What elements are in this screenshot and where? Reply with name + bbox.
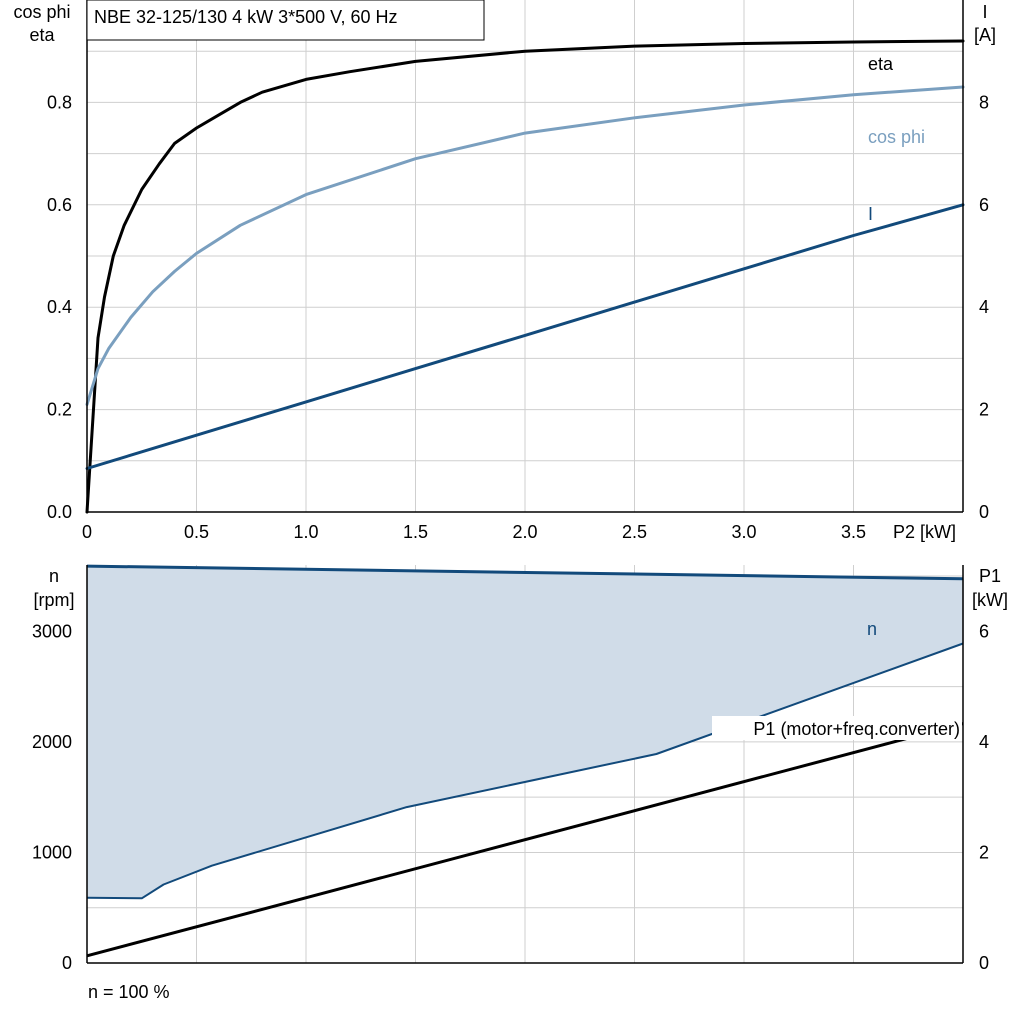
top-x-tick-label: 3.5 bbox=[841, 522, 866, 542]
top-series-layer bbox=[85, 39, 965, 514]
top-left-tick-label: 0.8 bbox=[47, 92, 72, 112]
chart-title-box bbox=[86, 0, 485, 41]
p1-label-background bbox=[712, 716, 962, 740]
bottom-left-axis-label-line2: [rpm] bbox=[33, 590, 74, 610]
top-x-tick-label: 0.5 bbox=[184, 522, 209, 542]
top-x-tick-label: 1.5 bbox=[403, 522, 428, 542]
bottom-left-tick-label: 0 bbox=[62, 953, 72, 973]
top-right-tick-label: 2 bbox=[979, 400, 989, 420]
eta-curve bbox=[85, 39, 965, 514]
top-right-tick-label: 8 bbox=[979, 92, 989, 112]
top-x-tick-label: 2.5 bbox=[622, 522, 647, 542]
bottom-left-tick-label: 1000 bbox=[32, 842, 72, 862]
current-curve bbox=[85, 203, 965, 470]
bottom-series-layer bbox=[86, 564, 964, 958]
top-x-tick-label: 3.0 bbox=[731, 522, 756, 542]
bottom-right-tick-label: 2 bbox=[979, 842, 989, 862]
bottom-left-tick-label: 3000 bbox=[32, 621, 72, 641]
bottom-right-tick-label: 0 bbox=[979, 953, 989, 973]
cos-phi-curve bbox=[85, 85, 965, 406]
top-left-tick-label: 0.6 bbox=[47, 195, 72, 215]
top-left-tick-label: 0.2 bbox=[47, 400, 72, 420]
p1-power-curve bbox=[86, 722, 964, 958]
top-right-tick-label: 0 bbox=[979, 502, 989, 522]
top-right-axis-label-line1: I bbox=[982, 2, 987, 22]
top-right-axis-label-line2: [A] bbox=[974, 25, 996, 45]
top-tick-labels: 0 0.5 1.0 1.5 2.0 2.5 3.0 3.5 0.0 0.2 0.4 0.6 0.8 0 2 4… bbox=[47, 92, 989, 542]
speed-annotation: n = 100 % bbox=[88, 982, 170, 1002]
top-x-tick-label: 1.0 bbox=[293, 522, 318, 542]
max-speed-curve bbox=[86, 564, 964, 581]
bottom-left-axis-label-line1: n bbox=[49, 566, 59, 586]
cos-phi-series-label: cos phi bbox=[868, 127, 925, 147]
eta-series-label: eta bbox=[868, 54, 894, 74]
min-speed-curve bbox=[86, 642, 964, 900]
current-series-label: I bbox=[868, 204, 873, 224]
top-left-tick-label: 0.0 bbox=[47, 502, 72, 522]
top-right-tick-label: 4 bbox=[979, 297, 989, 317]
bottom-right-tick-label: 4 bbox=[979, 732, 989, 752]
top-x-tick-label: 2.0 bbox=[512, 522, 537, 542]
bottom-tick-labels: 0 1000 2000 3000 0 2 4 6 bbox=[32, 621, 989, 973]
top-left-axis-label-line1: cos phi bbox=[13, 2, 70, 22]
bottom-right-tick-label: 6 bbox=[979, 621, 989, 641]
speed-series-label: n bbox=[867, 619, 877, 639]
top-left-axis-label-line2: eta bbox=[29, 25, 55, 45]
chart-title: NBE 32-125/130 4 kW 3*500 V, 60 Hz bbox=[94, 7, 398, 27]
top-x-axis-label: P2 [kW] bbox=[893, 522, 956, 542]
bottom-right-axis-label-line1: P1 bbox=[979, 566, 1001, 586]
bottom-chart: 0 1000 2000 3000 0 2 4 6 n [rpm] P1 [kW] n P1 (… bbox=[32, 564, 1008, 1002]
p1-series-label: P1 (motor+freq.converter) bbox=[753, 719, 960, 739]
bottom-left-tick-label: 2000 bbox=[32, 732, 72, 752]
top-left-tick-label: 0.4 bbox=[47, 297, 72, 317]
top-chart: 0 0.5 1.0 1.5 2.0 2.5 3.0 3.5 0.0 0.2 0.4 0.6 0.8 0 2 4… bbox=[13, 0, 996, 542]
top-x-tick-label: 0 bbox=[82, 522, 92, 542]
speed-range-area bbox=[87, 566, 963, 899]
bottom-right-axis-label-line2: [kW] bbox=[972, 590, 1008, 610]
top-right-tick-label: 6 bbox=[979, 195, 989, 215]
